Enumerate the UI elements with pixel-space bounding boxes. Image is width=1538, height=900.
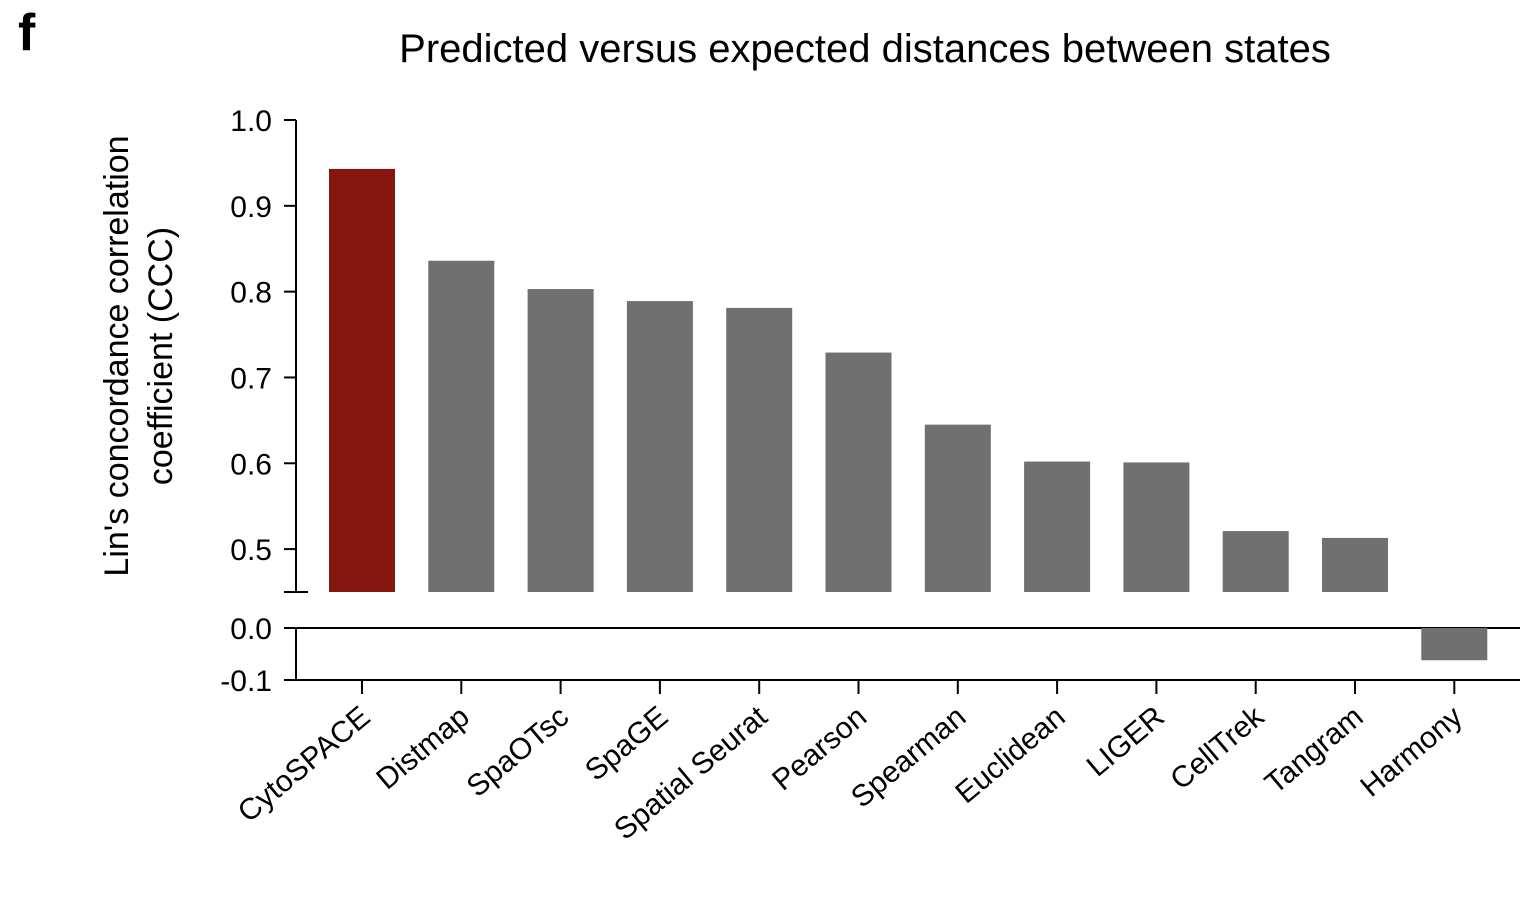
y-tick-label: 0.9 bbox=[230, 191, 272, 224]
bar-spatial-seurat bbox=[726, 307, 793, 592]
y-tick-label: -0.1 bbox=[220, 665, 272, 698]
y-tick-label: 0.8 bbox=[230, 277, 272, 310]
x-tick-label: Tangram bbox=[1259, 700, 1370, 800]
x-tick-label: LIGER bbox=[1081, 700, 1171, 783]
chart-title: Predicted versus expected distances betw… bbox=[399, 27, 1331, 71]
bar-pearson bbox=[825, 352, 892, 592]
x-tick-label: Euclidean bbox=[949, 700, 1071, 810]
x-tick-label: Distmap bbox=[370, 700, 476, 796]
x-tick-label: SpaGE bbox=[579, 700, 674, 787]
x-tick-label: Harmony bbox=[1354, 700, 1468, 804]
bar-spage bbox=[626, 301, 693, 592]
bar-tangram bbox=[1322, 537, 1388, 592]
x-tick-label: CytoSPACE bbox=[232, 700, 377, 829]
panel-label: f bbox=[18, 4, 36, 62]
bar-spearman bbox=[924, 424, 991, 592]
y-axis-label: Lin's concordance correlation coefficien… bbox=[98, 135, 180, 576]
tick-labels: 0.5 0.6 0.7 0.8 0.9 1.0 -0.1 0.0 bbox=[220, 105, 272, 698]
y-axis-label-line-2: coefficient (CCC) bbox=[142, 227, 180, 485]
y-tick-label: 0.5 bbox=[230, 534, 272, 567]
axes bbox=[284, 119, 1520, 694]
bars bbox=[329, 168, 1488, 661]
y-tick-label: 0.6 bbox=[230, 448, 272, 481]
bar-harmony bbox=[1421, 628, 1488, 661]
y-tick-label: 0.7 bbox=[230, 362, 272, 395]
bar-spaotsc bbox=[527, 289, 594, 592]
bar-cytospace bbox=[329, 168, 395, 592]
y-tick-label: 0.0 bbox=[230, 613, 272, 646]
bar-liger bbox=[1123, 462, 1190, 592]
bar-euclidean bbox=[1024, 461, 1091, 592]
bar-distmap bbox=[428, 260, 495, 592]
y-axis-label-line-1: Lin's concordance correlation bbox=[98, 135, 136, 576]
y-tick-label: 1.0 bbox=[230, 105, 272, 138]
x-tick-label: SpaOTsc bbox=[461, 700, 575, 804]
bar-celltrek bbox=[1222, 531, 1289, 592]
x-tick-label: CellTrek bbox=[1164, 699, 1271, 796]
